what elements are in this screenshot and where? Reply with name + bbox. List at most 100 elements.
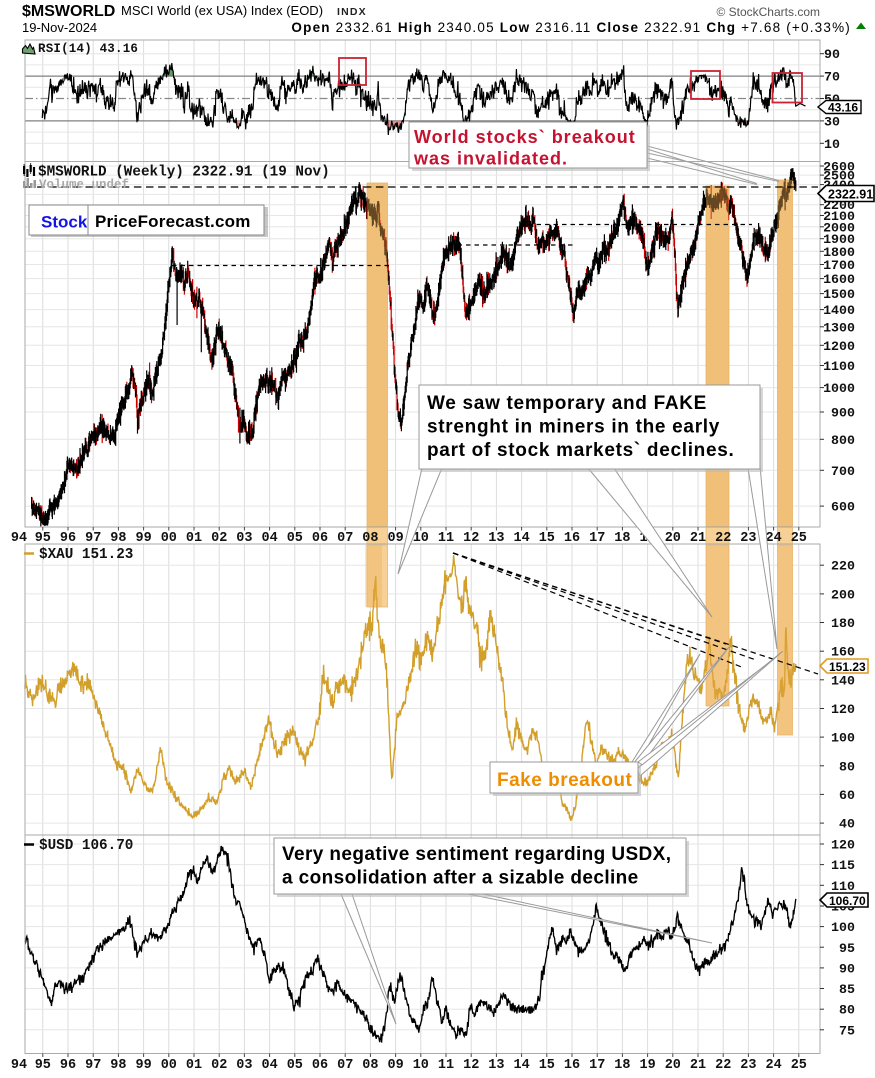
svg-text:Stock: Stock [41, 213, 88, 232]
svg-text:40: 40 [839, 817, 855, 832]
svg-text:09: 09 [387, 531, 403, 546]
svg-text:99: 99 [135, 531, 151, 546]
svg-text:98: 98 [110, 531, 126, 546]
svg-text:200: 200 [831, 587, 855, 602]
svg-text:a consolidation after a sizabl: a consolidation after a sizable decline [282, 868, 639, 889]
svg-text:15: 15 [539, 531, 555, 546]
svg-text:14: 14 [513, 1058, 529, 1073]
svg-text:RSI(14) 43.16: RSI(14) 43.16 [38, 42, 138, 56]
svg-text:World stocks` breakout: World stocks` breakout [414, 127, 636, 147]
svg-text:2500: 2500 [823, 169, 855, 184]
svg-text:00: 00 [161, 1058, 177, 1073]
svg-text:115: 115 [831, 858, 855, 873]
svg-text:220: 220 [831, 559, 855, 574]
svg-text:2100: 2100 [823, 209, 855, 224]
svg-text:part of stock markets` decline: part of stock markets` declines. [427, 440, 735, 461]
svg-text:21: 21 [690, 1058, 706, 1073]
svg-text:02: 02 [211, 1058, 227, 1073]
svg-text:08: 08 [362, 1058, 378, 1073]
svg-text:43.16: 43.16 [828, 101, 858, 115]
svg-text:18: 18 [614, 1058, 630, 1073]
svg-text:11: 11 [438, 531, 454, 546]
svg-text:60: 60 [839, 788, 855, 803]
svg-text:96: 96 [60, 531, 76, 546]
svg-text:$XAU 151.23: $XAU 151.23 [39, 547, 133, 563]
svg-text:01: 01 [186, 1058, 202, 1073]
svg-text:strenght in miners in the earl: strenght in miners in the early [427, 417, 720, 438]
svg-text:23: 23 [740, 1058, 756, 1073]
svg-text:94: 94 [11, 531, 27, 546]
svg-text:We saw temporary and FAKE: We saw temporary and FAKE [427, 393, 707, 414]
svg-text:1800: 1800 [823, 245, 855, 260]
svg-text:800: 800 [831, 433, 855, 448]
svg-text:94: 94 [11, 1058, 27, 1073]
svg-text:16: 16 [564, 531, 580, 546]
svg-text:25: 25 [791, 531, 807, 546]
svg-text:90: 90 [839, 961, 855, 976]
svg-text:05: 05 [287, 1058, 303, 1073]
svg-text:11: 11 [438, 1058, 454, 1073]
svg-text:08: 08 [362, 531, 378, 546]
svg-text:16: 16 [564, 1058, 580, 1073]
svg-text:02: 02 [211, 531, 227, 546]
svg-text:03: 03 [236, 531, 252, 546]
svg-text:21: 21 [690, 531, 706, 546]
svg-text:24: 24 [765, 531, 781, 546]
svg-text:30: 30 [824, 114, 840, 129]
svg-text:95: 95 [839, 941, 855, 956]
svg-text:19: 19 [639, 1058, 655, 1073]
svg-text:1000: 1000 [823, 381, 855, 396]
svg-text:12: 12 [463, 1058, 479, 1073]
svg-text:10: 10 [824, 137, 840, 152]
svg-text:Very negative sentiment regard: Very negative sentiment regarding USDX, [282, 844, 671, 865]
svg-text:100: 100 [831, 731, 855, 746]
svg-text:99: 99 [135, 1058, 151, 1073]
svg-text:1400: 1400 [823, 303, 855, 318]
svg-text:90: 90 [824, 47, 840, 62]
svg-text:85: 85 [839, 982, 855, 997]
svg-text:$USD 106.70: $USD 106.70 [39, 838, 133, 854]
svg-text:$MSWORLD: $MSWORLD [22, 3, 115, 20]
svg-text:100: 100 [831, 920, 855, 935]
svg-text:97: 97 [85, 531, 101, 546]
svg-text:900: 900 [831, 406, 855, 421]
svg-text:13: 13 [488, 1058, 504, 1073]
svg-text:was invalidated.: was invalidated. [413, 149, 568, 169]
svg-text:1700: 1700 [823, 258, 855, 273]
svg-text:75: 75 [839, 1023, 855, 1038]
svg-text:120: 120 [831, 838, 855, 853]
svg-text:95: 95 [35, 1058, 51, 1073]
svg-text:1200: 1200 [823, 339, 855, 354]
svg-text:110: 110 [831, 879, 855, 894]
svg-text:09: 09 [387, 1058, 403, 1073]
svg-text:14: 14 [513, 531, 529, 546]
svg-text:700: 700 [831, 464, 855, 479]
svg-text:140: 140 [831, 673, 855, 688]
svg-text:INDX: INDX [337, 6, 367, 18]
svg-text:120: 120 [831, 702, 855, 717]
svg-text:20: 20 [665, 1058, 681, 1073]
svg-text:$MSWORLD (Weekly) 2322.91 (19: $MSWORLD (Weekly) 2322.91 (19 Nov) [38, 165, 330, 181]
svg-text:20: 20 [665, 531, 681, 546]
svg-text:05: 05 [287, 531, 303, 546]
svg-text:80: 80 [839, 1003, 855, 1018]
svg-text:1900: 1900 [823, 232, 855, 247]
svg-text:01: 01 [186, 531, 202, 546]
svg-text:600: 600 [831, 500, 855, 515]
svg-text:12: 12 [463, 531, 479, 546]
svg-text:00: 00 [161, 531, 177, 546]
svg-text:22: 22 [715, 531, 731, 546]
svg-text:1500: 1500 [823, 287, 855, 302]
svg-text:04: 04 [261, 531, 277, 546]
svg-text:MSCI World (ex USA) Index (EOD: MSCI World (ex USA) Index (EOD) [121, 3, 323, 18]
svg-text:160: 160 [831, 645, 855, 660]
svg-text:19-Nov-2024: 19-Nov-2024 [22, 20, 97, 35]
svg-text:23: 23 [740, 531, 756, 546]
svg-text:70: 70 [824, 70, 840, 85]
svg-text:2600: 2600 [823, 160, 855, 175]
svg-text:1300: 1300 [823, 320, 855, 335]
svg-text:Fake breakout: Fake breakout [497, 770, 632, 791]
svg-text:13: 13 [488, 531, 504, 546]
svg-text:2322.91: 2322.91 [828, 188, 873, 202]
svg-text:17: 17 [589, 1058, 605, 1073]
